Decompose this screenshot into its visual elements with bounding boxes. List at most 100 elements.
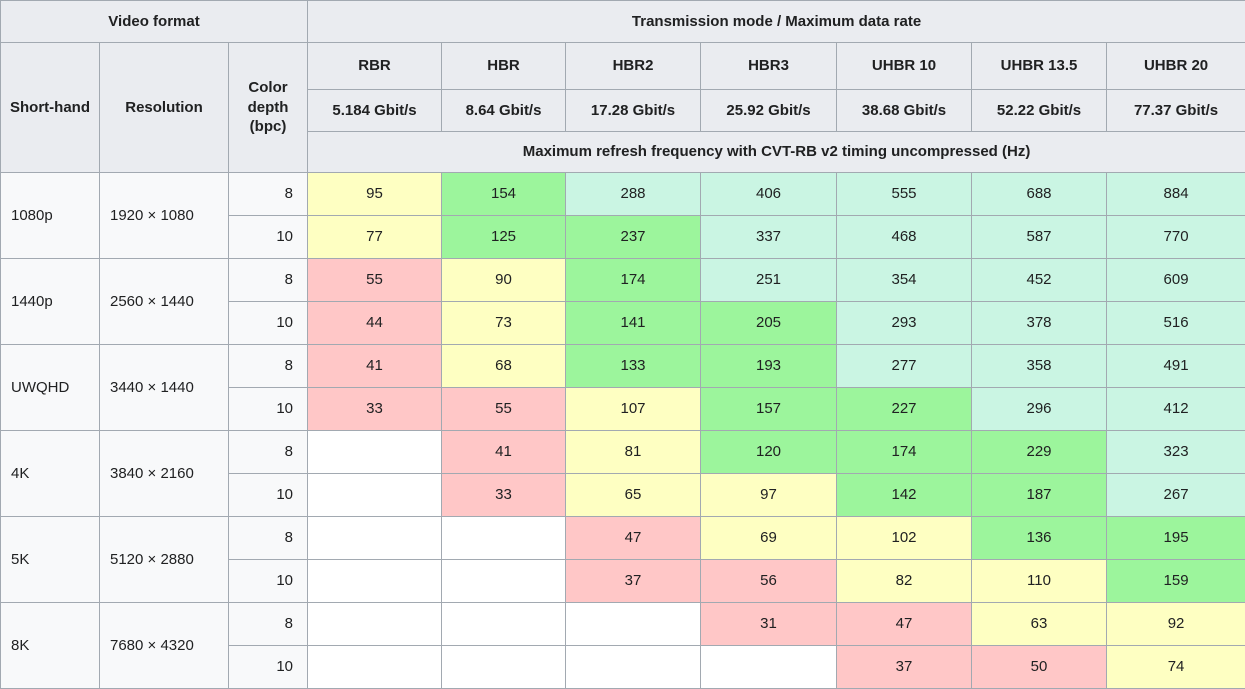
refresh-rate-cell: 323 [1106,430,1245,474]
bpc-cell: 8 [227,602,309,646]
refresh-rate-cell: 491 [1106,344,1245,388]
bpc-cell: 10 [227,387,309,431]
shorthand-cell-8k: 8K [0,602,100,689]
refresh-rate-cell: 69 [700,516,838,560]
shorthand-cell-1440p: 1440p [0,258,100,345]
refresh-rate-cell: 288 [565,172,702,216]
refresh-rate-cell: 293 [836,301,973,345]
header-row-top: Video format Transmission mode / Maximum… [0,0,1245,43]
mode-rate-row: 5.184 Gbit/s 8.64 Gbit/s 17.28 Gbit/s 25.92… [1,89,1245,132]
refresh-rate-cell: 63 [971,602,1108,646]
rate-header-hbr3: 25.92 Gbit/s [700,89,838,132]
refresh-rate-cell: 688 [971,172,1108,216]
refresh-rate-cell: 47 [836,602,973,646]
refresh-rate-cell: 136 [971,516,1108,560]
band-row: Maximum refresh frequency with CVT-RB v2… [1,131,1245,173]
refresh-rate-cell [307,602,443,646]
refresh-rate-cell: 56 [700,559,838,603]
refresh-rate-cell: 159 [1106,559,1245,603]
bpc-cell: 10 [227,215,309,259]
table-row-4k-10bpc: 10 33 65 97 142 187 267 [1,473,1245,517]
refresh-rate-cell: 609 [1106,258,1245,302]
refresh-rate-cell: 267 [1106,473,1245,517]
refresh-rate-cell [565,602,702,646]
refresh-rate-cell [307,430,443,474]
refresh-rate-cell: 193 [700,344,838,388]
refresh-rate-cell: 378 [971,301,1108,345]
refresh-rate-cell: 110 [971,559,1108,603]
refresh-rate-cell [307,559,443,603]
refresh-rate-cell: 516 [1106,301,1245,345]
refresh-rate-cell: 195 [1106,516,1245,560]
bpc-cell: 10 [227,559,309,603]
rate-header-uhbr-10: 38.68 Gbit/s [836,89,973,132]
refresh-rate-cell: 237 [565,215,702,259]
bpc-cell: 8 [227,344,309,388]
refresh-rate-cell: 174 [565,258,702,302]
refresh-rate-cell: 174 [836,430,973,474]
shorthand-cell-1080p: 1080p [0,172,100,259]
mode-header-hbr: HBR [441,42,567,90]
refresh-rate-cell: 354 [836,258,973,302]
refresh-rate-cell: 587 [971,215,1108,259]
refresh-rate-cell: 251 [700,258,838,302]
refresh-rate-cell: 41 [441,430,567,474]
refresh-frequency-band-header: Maximum refresh frequency with CVT-RB v2… [307,131,1245,173]
refresh-rate-cell: 65 [565,473,702,517]
refresh-rate-cell: 227 [836,387,973,431]
refresh-rate-cell: 337 [700,215,838,259]
table-row-1080p-10bpc: 10 77 125 237 337 468 587 770 [1,215,1245,259]
bpc-cell: 10 [227,301,309,345]
refresh-rate-cell [441,645,567,689]
refresh-rate-cell: 73 [441,301,567,345]
refresh-rate-cell: 77 [307,215,443,259]
refresh-rate-cell: 44 [307,301,443,345]
resolution-cell-4k: 3840 × 2160 [99,430,229,517]
shorthand-column-header: Short-hand [0,42,100,173]
transmission-mode-header: Transmission mode / Maximum data rate [307,0,1245,43]
rate-header-uhbr-13-5: 52.22 Gbit/s [971,89,1108,132]
bpc-cell: 8 [227,516,309,560]
refresh-rate-cell: 296 [971,387,1108,431]
table-row-5k-8bpc: 5K 5120 × 2880 8 47 69 102 136 195 [0,516,1245,603]
bpc-cell: 10 [227,645,309,689]
shorthand-cell-4k: 4K [0,430,100,517]
refresh-rate-cell [700,645,838,689]
video-format-header: Video format [0,0,309,43]
resolution-column-header: Resolution [99,42,229,173]
refresh-rate-cell: 50 [971,645,1108,689]
refresh-rate-cell: 358 [971,344,1108,388]
mode-header-hbr2: HBR2 [565,42,702,90]
refresh-rate-cell: 107 [565,387,702,431]
bpc-cell: 10 [227,473,309,517]
resolution-cell-uwqhd: 3440 × 1440 [99,344,229,431]
refresh-rate-cell: 92 [1106,602,1245,646]
refresh-rate-cell: 205 [700,301,838,345]
mode-header-uhbr-10: UHBR 10 [836,42,973,90]
refresh-rate-cell: 125 [441,215,567,259]
refresh-rate-cell [307,473,443,517]
refresh-rate-cell: 55 [307,258,443,302]
table-row-8k-8bpc: 8K 7680 × 4320 8 31 47 63 92 [0,602,1245,689]
refresh-rate-cell: 770 [1106,215,1245,259]
refresh-rate-cell [307,645,443,689]
refresh-rate-cell: 37 [565,559,702,603]
refresh-rate-cell: 229 [971,430,1108,474]
refresh-rate-cell: 90 [441,258,567,302]
mode-header-uhbr-13-5: UHBR 13.5 [971,42,1108,90]
refresh-rate-cell [441,602,567,646]
rate-header-hbr: 8.64 Gbit/s [441,89,567,132]
refresh-rate-cell: 468 [836,215,973,259]
refresh-rate-cell: 157 [700,387,838,431]
resolution-cell-8k: 7680 × 4320 [99,602,229,689]
rate-header-rbr: 5.184 Gbit/s [307,89,443,132]
refresh-rate-cell: 884 [1106,172,1245,216]
refresh-rate-cell: 37 [836,645,973,689]
table-row-5k-10bpc: 10 37 56 82 110 159 [1,559,1245,603]
table-row-uwqhd-10bpc: 10 33 55 107 157 227 296 412 [1,387,1245,431]
rate-header-uhbr-20: 77.37 Gbit/s [1106,89,1245,132]
refresh-rate-cell: 31 [700,602,838,646]
refresh-rate-cell [441,516,567,560]
